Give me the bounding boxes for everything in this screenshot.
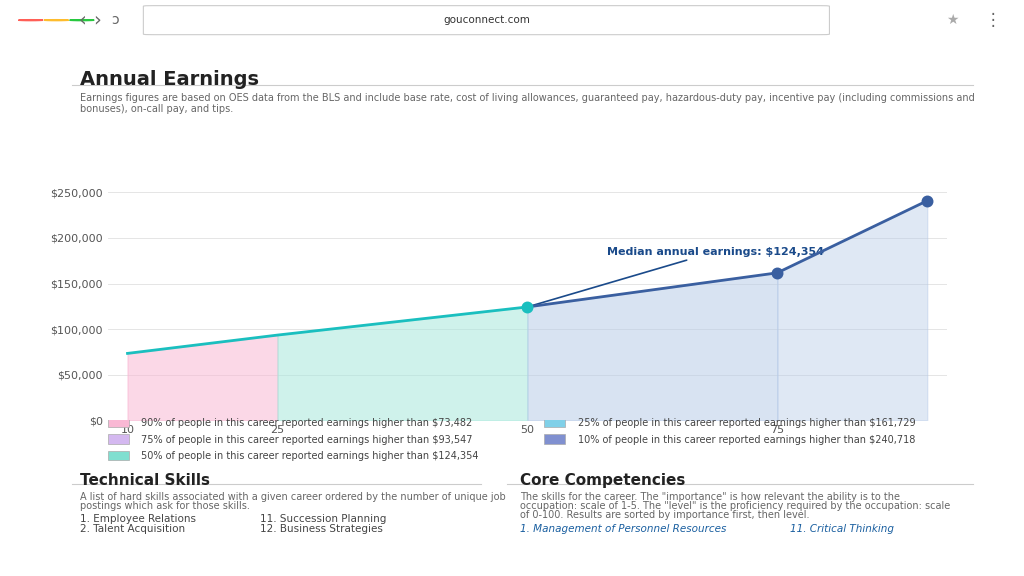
- Text: ‹: ‹: [78, 11, 86, 29]
- Text: Earnings figures are based on OES data from the BLS and include base rate, cost : Earnings figures are based on OES data f…: [80, 93, 975, 103]
- FancyBboxPatch shape: [143, 6, 829, 35]
- Point: [769, 268, 785, 278]
- Text: 90% of people in this career reported earnings higher than $73,482: 90% of people in this career reported ea…: [141, 418, 472, 428]
- Circle shape: [70, 20, 94, 21]
- Text: postings which ask for those skills.: postings which ask for those skills.: [80, 501, 250, 511]
- Text: ↄ: ↄ: [111, 13, 119, 27]
- Text: ⋮: ⋮: [985, 11, 1001, 29]
- Text: 1. Employee Relations: 1. Employee Relations: [80, 514, 196, 524]
- Text: 2. Talent Acquisition: 2. Talent Acquisition: [80, 524, 185, 534]
- Text: The skills for the career. The "importance" is how relevant the ability is to th: The skills for the career. The "importan…: [520, 492, 900, 502]
- Text: 25% of people in this career reported earnings higher than $161,729: 25% of people in this career reported ea…: [578, 418, 915, 428]
- Circle shape: [18, 20, 43, 21]
- FancyBboxPatch shape: [544, 418, 565, 427]
- FancyBboxPatch shape: [108, 434, 129, 444]
- Text: bonuses), on-call pay, and tips.: bonuses), on-call pay, and tips.: [80, 104, 233, 115]
- Text: 1. Management of Personnel Resources: 1. Management of Personnel Resources: [520, 524, 726, 534]
- Text: gouconnect.com: gouconnect.com: [443, 15, 529, 25]
- Text: 50% of people in this career reported earnings higher than $124,354: 50% of people in this career reported ea…: [141, 451, 478, 461]
- Text: 12. Business Strategies: 12. Business Strategies: [260, 524, 383, 534]
- Circle shape: [44, 20, 69, 21]
- FancyBboxPatch shape: [108, 418, 129, 427]
- Text: ★: ★: [946, 13, 958, 27]
- Text: 10% of people in this career reported earnings higher than $240,718: 10% of people in this career reported ea…: [578, 435, 915, 445]
- Text: of 0-100. Results are sorted by importance first, then level.: of 0-100. Results are sorted by importan…: [520, 510, 810, 520]
- Text: A list of hard skills associated with a given career ordered by the number of un: A list of hard skills associated with a …: [80, 492, 506, 502]
- Text: 75% of people in this career reported earnings higher than $93,547: 75% of people in this career reported ea…: [141, 435, 473, 445]
- FancyBboxPatch shape: [544, 434, 565, 444]
- FancyBboxPatch shape: [108, 451, 129, 460]
- Text: 11. Critical Thinking: 11. Critical Thinking: [790, 524, 894, 534]
- Text: Technical Skills: Technical Skills: [80, 473, 210, 488]
- Text: Annual Earnings: Annual Earnings: [80, 70, 259, 89]
- Text: Median annual earnings: $124,354: Median annual earnings: $124,354: [530, 247, 824, 306]
- Text: occupation: scale of 1-5. The "level" is the proficiency required by the occupat: occupation: scale of 1-5. The "level" is…: [520, 501, 950, 511]
- Text: Core Competencies: Core Competencies: [520, 473, 685, 488]
- Point: [919, 196, 935, 205]
- Point: [519, 302, 536, 312]
- Text: ›: ›: [93, 11, 101, 29]
- Text: 11. Succession Planning: 11. Succession Planning: [260, 514, 386, 524]
